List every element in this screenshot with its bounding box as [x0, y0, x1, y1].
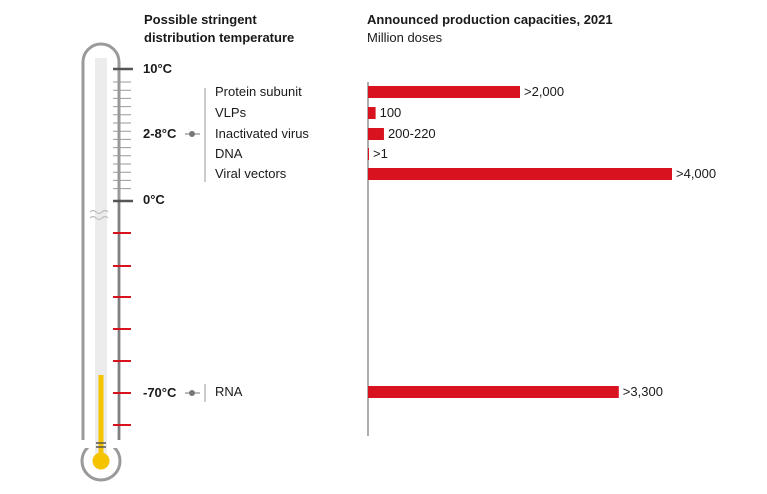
bar-inactivated-virus [368, 128, 384, 140]
vaccine-type-dna: DNA [215, 146, 243, 161]
vaccine-type-viral-vectors: Viral vectors [215, 166, 287, 181]
bar-viral-vectors [368, 168, 672, 180]
chart-title: Announced production capacities, 2021 [367, 12, 613, 27]
bars: >2,000 100 200-220>1 >4,000 >3,300 [368, 84, 716, 399]
bar-protein-subunit [368, 86, 520, 98]
bar-value-protein-subunit: >2,000 [524, 84, 564, 99]
vaccine-type-inactivated-virus: Inactivated virus [215, 126, 309, 141]
temp-label-2-8c: 2-8°C [143, 126, 177, 141]
bar-value-dna: >1 [373, 146, 388, 161]
bar-value-inactivated-virus: 200-220 [388, 126, 436, 141]
vaccine-type-protein-subunit: Protein subunit [215, 84, 302, 99]
mercury-bulb [92, 452, 110, 470]
temp-label-minus70c: -70°C [143, 385, 177, 400]
bar-rna [368, 386, 619, 398]
bar-value-vlps: 100 [380, 105, 402, 120]
left-header-line1: Possible stringent [144, 12, 257, 27]
group-connectors [185, 88, 206, 402]
vaccine-type-vlps: VLPs [215, 105, 247, 120]
chart-subtitle: Million doses [367, 30, 443, 45]
thermometer-graphic [80, 42, 133, 482]
bar-value-viral-vectors: >4,000 [676, 166, 716, 181]
bar-vlps [368, 107, 376, 119]
temp-label-0c: 0°C [143, 192, 165, 207]
bar-dna [368, 148, 369, 160]
temp-label-10c: 10°C [143, 61, 173, 76]
bar-value-rna: >3,300 [623, 384, 663, 399]
vaccine-type-rna: RNA [215, 384, 243, 399]
mercury-column [98, 375, 104, 460]
left-header-line2: distribution temperature [144, 30, 295, 45]
